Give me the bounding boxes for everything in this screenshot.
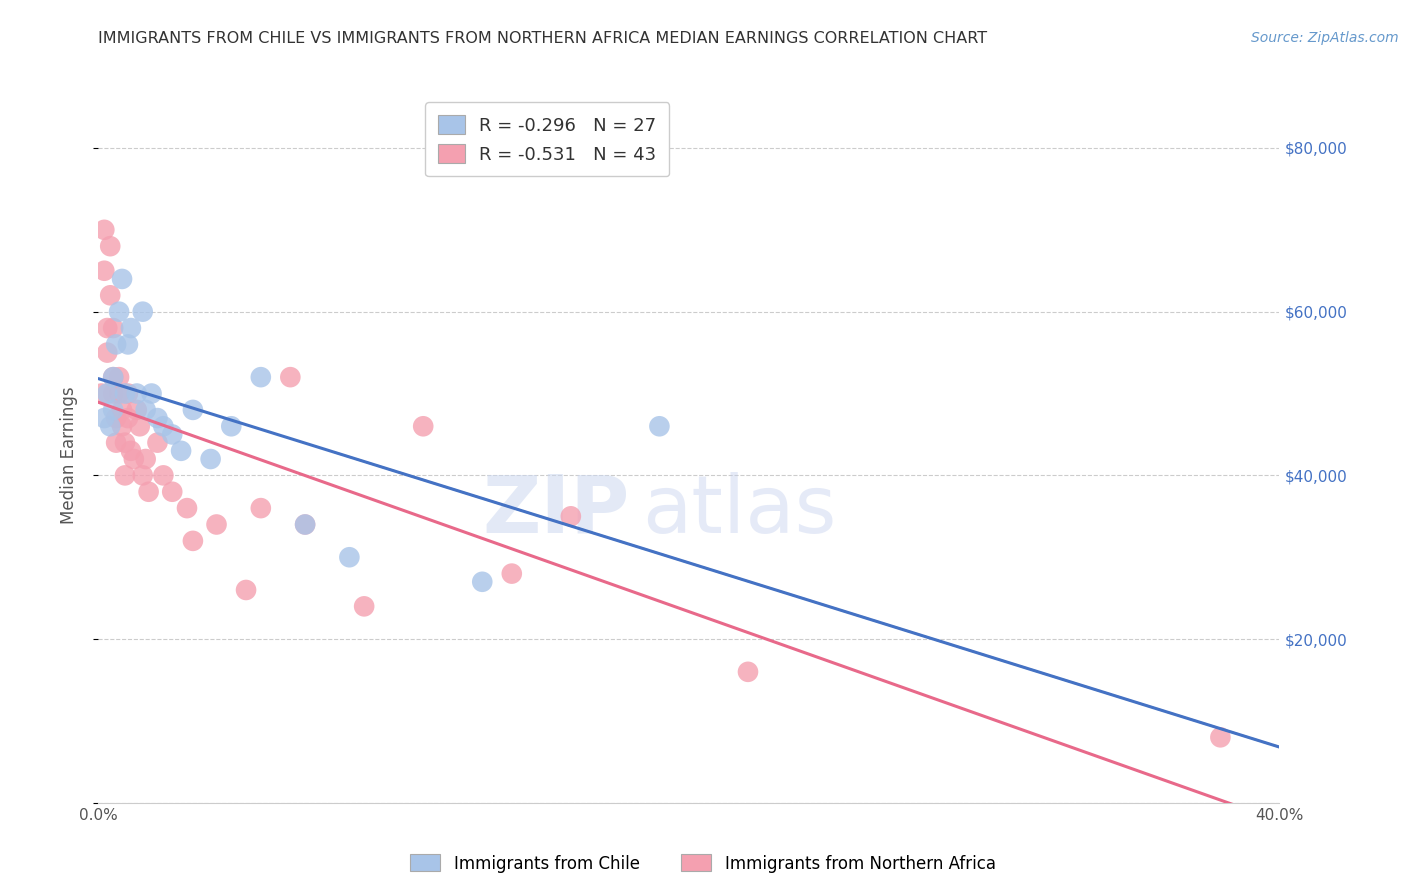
Point — [96, 386, 118, 401]
Point — [111, 403, 134, 417]
Point — [135, 403, 157, 417]
Point — [105, 411, 128, 425]
Point — [108, 304, 131, 318]
Point — [132, 468, 155, 483]
Point — [501, 566, 523, 581]
Point — [1209, 731, 1232, 745]
Point — [135, 452, 157, 467]
Point — [152, 468, 174, 483]
Point — [93, 264, 115, 278]
Point — [125, 386, 148, 401]
Point — [98, 239, 121, 253]
Text: atlas: atlas — [641, 472, 837, 549]
Point — [176, 501, 198, 516]
Point — [128, 419, 150, 434]
Y-axis label: Median Earnings: Median Earnings — [59, 386, 77, 524]
Point — [219, 419, 242, 434]
Point — [412, 419, 434, 434]
Point — [125, 403, 148, 417]
Point — [98, 419, 121, 434]
Point — [122, 452, 145, 467]
Point — [250, 370, 273, 384]
Point — [162, 427, 183, 442]
Point — [132, 304, 155, 318]
Point — [103, 370, 125, 384]
Point — [96, 321, 118, 335]
Point — [105, 337, 128, 351]
Legend: Immigrants from Chile, Immigrants from Northern Africa: Immigrants from Chile, Immigrants from N… — [404, 847, 1002, 880]
Point — [103, 403, 125, 417]
Point — [181, 533, 204, 548]
Point — [170, 443, 193, 458]
Point — [108, 386, 131, 401]
Point — [146, 411, 169, 425]
Point — [103, 321, 125, 335]
Point — [93, 223, 115, 237]
Point — [471, 574, 494, 589]
Point — [96, 345, 118, 359]
Point — [114, 386, 136, 401]
Point — [103, 386, 125, 401]
Point — [200, 452, 222, 467]
Point — [294, 517, 316, 532]
Point — [250, 501, 273, 516]
Point — [114, 468, 136, 483]
Point — [353, 599, 375, 614]
Point — [114, 435, 136, 450]
Point — [205, 517, 228, 532]
Point — [648, 419, 671, 434]
Point — [90, 386, 112, 401]
Point — [117, 386, 139, 401]
Point — [98, 288, 121, 302]
Point — [120, 321, 142, 335]
Point — [111, 272, 134, 286]
Point — [120, 443, 142, 458]
Point — [278, 370, 302, 384]
Point — [560, 509, 582, 524]
Point — [108, 370, 131, 384]
Point — [235, 582, 257, 597]
Point — [111, 419, 134, 434]
Point — [146, 435, 169, 450]
Point — [737, 665, 759, 679]
Point — [138, 484, 160, 499]
Legend: R = -0.296   N = 27, R = -0.531   N = 43: R = -0.296 N = 27, R = -0.531 N = 43 — [425, 103, 669, 177]
Point — [117, 337, 139, 351]
Point — [105, 435, 128, 450]
Point — [103, 370, 125, 384]
Text: IMMIGRANTS FROM CHILE VS IMMIGRANTS FROM NORTHERN AFRICA MEDIAN EARNINGS CORRELA: IMMIGRANTS FROM CHILE VS IMMIGRANTS FROM… — [98, 31, 987, 46]
Point — [152, 419, 174, 434]
Point — [93, 411, 115, 425]
Point — [141, 386, 163, 401]
Point — [339, 550, 360, 565]
Point — [294, 517, 316, 532]
Text: ZIP: ZIP — [482, 472, 630, 549]
Point — [181, 403, 204, 417]
Text: Source: ZipAtlas.com: Source: ZipAtlas.com — [1251, 31, 1399, 45]
Point — [117, 411, 139, 425]
Point — [162, 484, 183, 499]
